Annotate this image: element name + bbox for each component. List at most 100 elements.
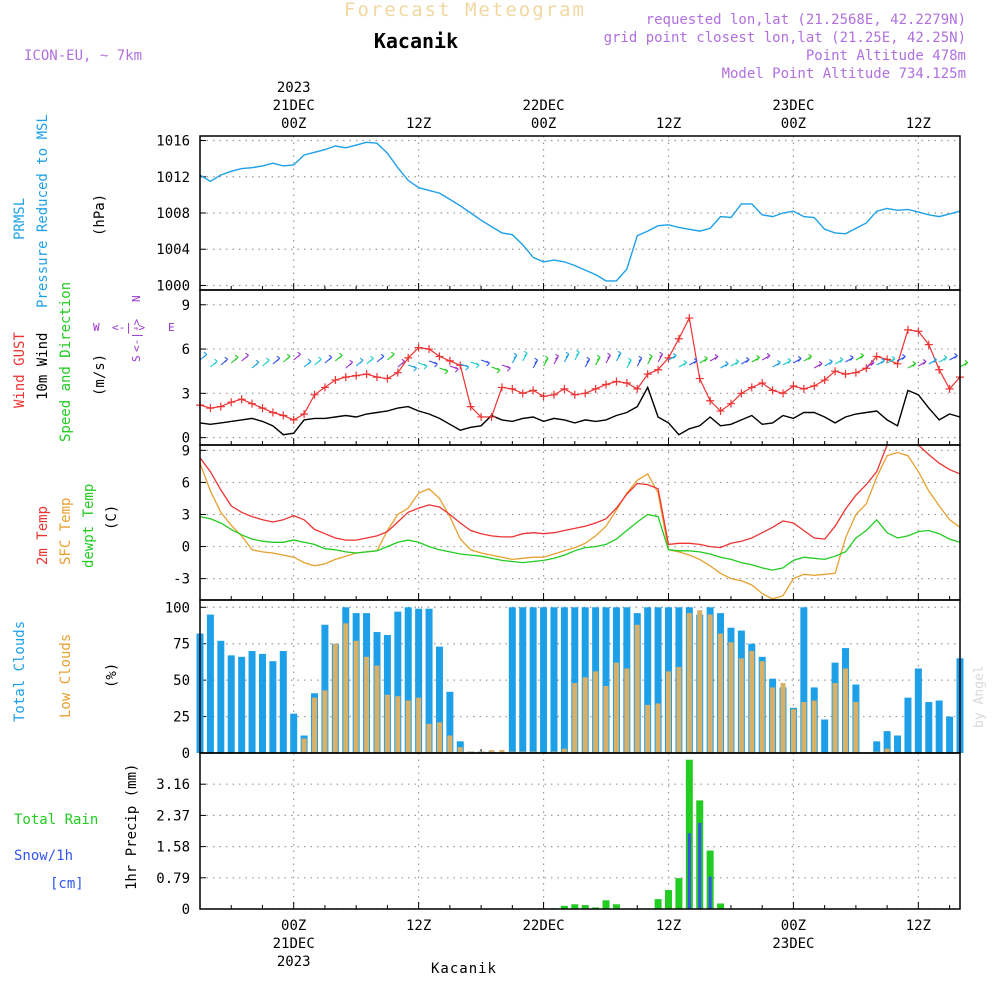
panel-frame [199, 444, 961, 601]
low-cloud-bar [395, 696, 401, 753]
wind-direction-arrow [522, 350, 528, 362]
low-cloud-bar [749, 651, 755, 753]
low-cloud-bar [332, 643, 338, 753]
panel-frame [199, 752, 961, 910]
total-cloud-bar [258, 653, 266, 753]
time-label-bottom: 22DEC [522, 918, 564, 934]
low-cloud-bar [603, 685, 609, 753]
time-label-bottom: 12Z [906, 918, 931, 934]
low-cloud-bar [728, 642, 734, 753]
rain-bar [664, 890, 672, 909]
temp-label-2m: 2m Temp [35, 506, 51, 565]
gust-marker [747, 383, 756, 392]
wind-direction-arrow [449, 365, 459, 373]
low-cloud-bar [499, 750, 505, 753]
time-label-bottom: 12Z [656, 918, 681, 934]
low-cloud-bar [853, 702, 859, 753]
low-cloud-bar [624, 668, 630, 753]
pressure-label-1: PRMSL [12, 198, 28, 240]
wind-unit: (m/s) [92, 354, 108, 396]
low-cloud-bar [718, 633, 724, 753]
rain-bar [560, 905, 568, 909]
wind-label-gust: Wind GUST [12, 332, 28, 408]
info-grid-point: grid point closest lon,lat (21.25E, 42.2… [604, 30, 966, 46]
y-tick-label: 75 [173, 637, 190, 653]
panel-frame [199, 135, 961, 291]
low-cloud-bar [384, 694, 390, 753]
low-cloud-bar [634, 624, 640, 753]
total-cloud-bar [946, 716, 954, 753]
wind-direction-arrow [345, 359, 354, 369]
total-cloud-bar [925, 702, 933, 753]
low-cloud-bar [353, 640, 359, 753]
gust-marker [726, 399, 735, 408]
total-cloud-bar [560, 607, 568, 753]
total-cloud-bar [800, 607, 808, 753]
wind-direction-arrow [355, 357, 364, 367]
total-cloud-bar [914, 668, 922, 753]
wind-direction-arrow [314, 356, 322, 366]
time-label-bottom: 23DEC [772, 936, 814, 952]
precip-label-snow-unit: [cm] [50, 876, 84, 892]
compass-north: N [130, 295, 143, 302]
wind-direction-arrow [241, 352, 249, 362]
gust-marker [810, 381, 819, 390]
low-cloud-bar [770, 687, 776, 753]
low-cloud-bar [312, 697, 318, 753]
time-label-bottom: 2023 [277, 954, 311, 970]
gust-marker [893, 359, 902, 368]
wind-direction-arrow [210, 358, 218, 368]
y-tick-label: 0 [182, 540, 190, 556]
wind-direction-arrow [418, 362, 428, 370]
compass-west: W [93, 321, 100, 334]
total-cloud-bar [446, 691, 454, 753]
y-tick-label: 9 [182, 443, 190, 459]
wind-direction-arrow [501, 364, 511, 372]
low-cloud-bar [343, 623, 349, 753]
wind-direction-arrow [387, 351, 395, 361]
series-wind-gust [199, 316, 961, 421]
total-cloud-bar [883, 731, 891, 753]
gust-marker [487, 412, 496, 421]
y-tick-label: 1.58 [156, 840, 190, 856]
time-label-top: 21DEC [273, 98, 315, 114]
gust-marker [352, 371, 361, 380]
wind-direction-arrow [834, 357, 844, 365]
wind-direction-arrow [563, 351, 570, 363]
low-cloud-bar [593, 671, 599, 753]
gust-marker [289, 415, 298, 424]
time-label-top: 12Z [406, 116, 431, 132]
gust-marker [591, 384, 600, 393]
wind-direction-arrow [408, 364, 418, 372]
wind-direction-arrow [897, 354, 906, 362]
low-cloud-bar [322, 690, 328, 753]
gust-marker [883, 355, 892, 364]
gust-marker [445, 356, 454, 365]
y-tick-label: 1008 [156, 206, 190, 222]
total-cloud-bar [227, 655, 235, 753]
gust-marker [539, 392, 548, 401]
snow-bar [687, 833, 691, 909]
gust-marker [862, 364, 871, 373]
low-cloud-bar [447, 735, 453, 753]
rain-bar [592, 907, 600, 909]
wind-direction-arrow [928, 357, 937, 365]
gust-marker [622, 379, 631, 387]
wind-direction-arrow [845, 355, 854, 363]
wind-direction-arrow [324, 354, 333, 364]
chart-layer: 100010041008101210160369-303690255075100… [156, 80, 969, 970]
low-cloud-bar [645, 704, 651, 753]
wind-label-10m: 10m Wind [35, 333, 51, 400]
gust-marker [779, 389, 788, 398]
wind-direction-arrow [366, 355, 374, 365]
wind-direction-arrow [636, 355, 643, 367]
wind-direction-arrow [272, 355, 281, 365]
low-cloud-bar [676, 667, 682, 753]
wind-direction-arrow [220, 356, 229, 366]
wind-direction-arrow [439, 367, 449, 375]
total-cloud-bar [571, 607, 579, 753]
wind-direction-arrow [886, 356, 896, 364]
wind-direction-arrow [376, 353, 385, 363]
gust-marker [914, 327, 923, 336]
y-tick-label: 2.37 [156, 808, 190, 824]
